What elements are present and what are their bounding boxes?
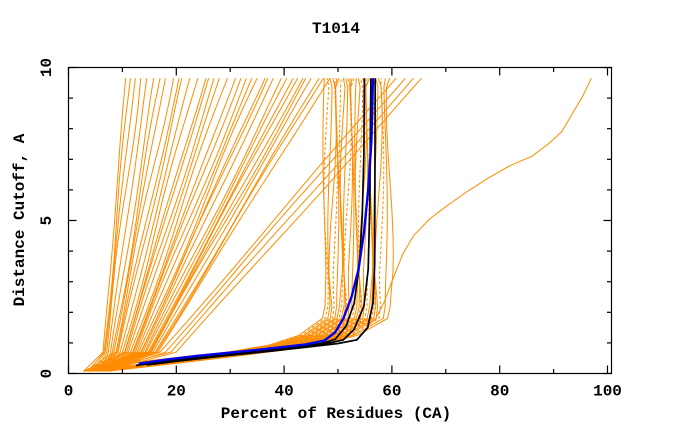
orange-model-curve	[106, 77, 406, 372]
orange-model-curve	[108, 77, 324, 372]
orange-band-curve	[105, 78, 355, 372]
orange-model-curve	[94, 78, 180, 372]
orange-model-curve	[84, 77, 288, 372]
orange-band-curve	[87, 78, 346, 372]
orange-band-curve	[92, 78, 349, 372]
orange-model-curve	[104, 78, 155, 372]
orange-model-curve	[101, 77, 312, 372]
orange-model-curve	[98, 78, 183, 372]
orange-model-curve	[100, 78, 148, 372]
model-curves	[83, 77, 592, 372]
orange-model-curve	[89, 78, 175, 372]
orange-band-curve	[108, 78, 374, 372]
orange-model-curve	[105, 77, 320, 372]
x-axis-label: Percent of Residues (CA)	[220, 405, 452, 423]
orange-model-curve	[98, 77, 269, 372]
orange-model-curve	[100, 78, 237, 372]
orange-model-curve	[85, 78, 253, 372]
orange-model-curve	[96, 77, 307, 372]
orange-model-curve	[96, 78, 228, 372]
orange-model-curve	[89, 77, 258, 372]
orange-band-curve	[96, 78, 353, 372]
orange-model-curve	[106, 78, 199, 372]
orange-band-curve	[92, 78, 333, 372]
y-tick-label: 0	[38, 369, 56, 379]
orange-model-curve	[104, 78, 242, 372]
orange-model-curve	[102, 77, 274, 372]
x-tick-label: 100	[593, 383, 622, 401]
orange-model-curve	[87, 78, 215, 372]
orange-model-curve	[83, 77, 294, 372]
orange-model-curve	[88, 77, 299, 372]
x-tick-label: 20	[167, 383, 186, 401]
chart-title: T1014	[311, 20, 361, 38]
y-tick-label: 10	[38, 58, 56, 77]
orange-model-curve	[91, 78, 136, 372]
orange-model-curve	[83, 78, 210, 372]
blue-highlighted-curve	[138, 78, 375, 365]
orange-model-curve	[87, 78, 131, 372]
orange-band-curve	[87, 78, 330, 372]
orange-model-curve	[91, 78, 220, 372]
orange-model-curve	[92, 77, 304, 372]
black-reference-curve	[141, 78, 372, 366]
x-tick-label: 0	[64, 383, 74, 401]
orange-model-curve	[85, 78, 166, 372]
orange-band-curve	[108, 78, 344, 372]
x-tick-label: 40	[274, 383, 293, 401]
orange-model-curve	[108, 78, 247, 372]
y-tick-label: 5	[38, 216, 56, 226]
orange-model-curve	[83, 78, 127, 372]
orange-model-curve	[107, 78, 161, 372]
orange-model-curve	[107, 77, 282, 372]
black-reference-curve	[146, 78, 377, 366]
x-tick-label: 60	[382, 383, 401, 401]
orange-band-curve	[105, 78, 340, 372]
orange-model-curve	[102, 78, 191, 372]
axis-ticks	[67, 66, 612, 375]
orange-model-curve	[86, 77, 331, 372]
orange-model-curve	[96, 78, 142, 372]
x-tick-label: 80	[490, 383, 509, 401]
orange-band-curve	[83, 78, 344, 372]
